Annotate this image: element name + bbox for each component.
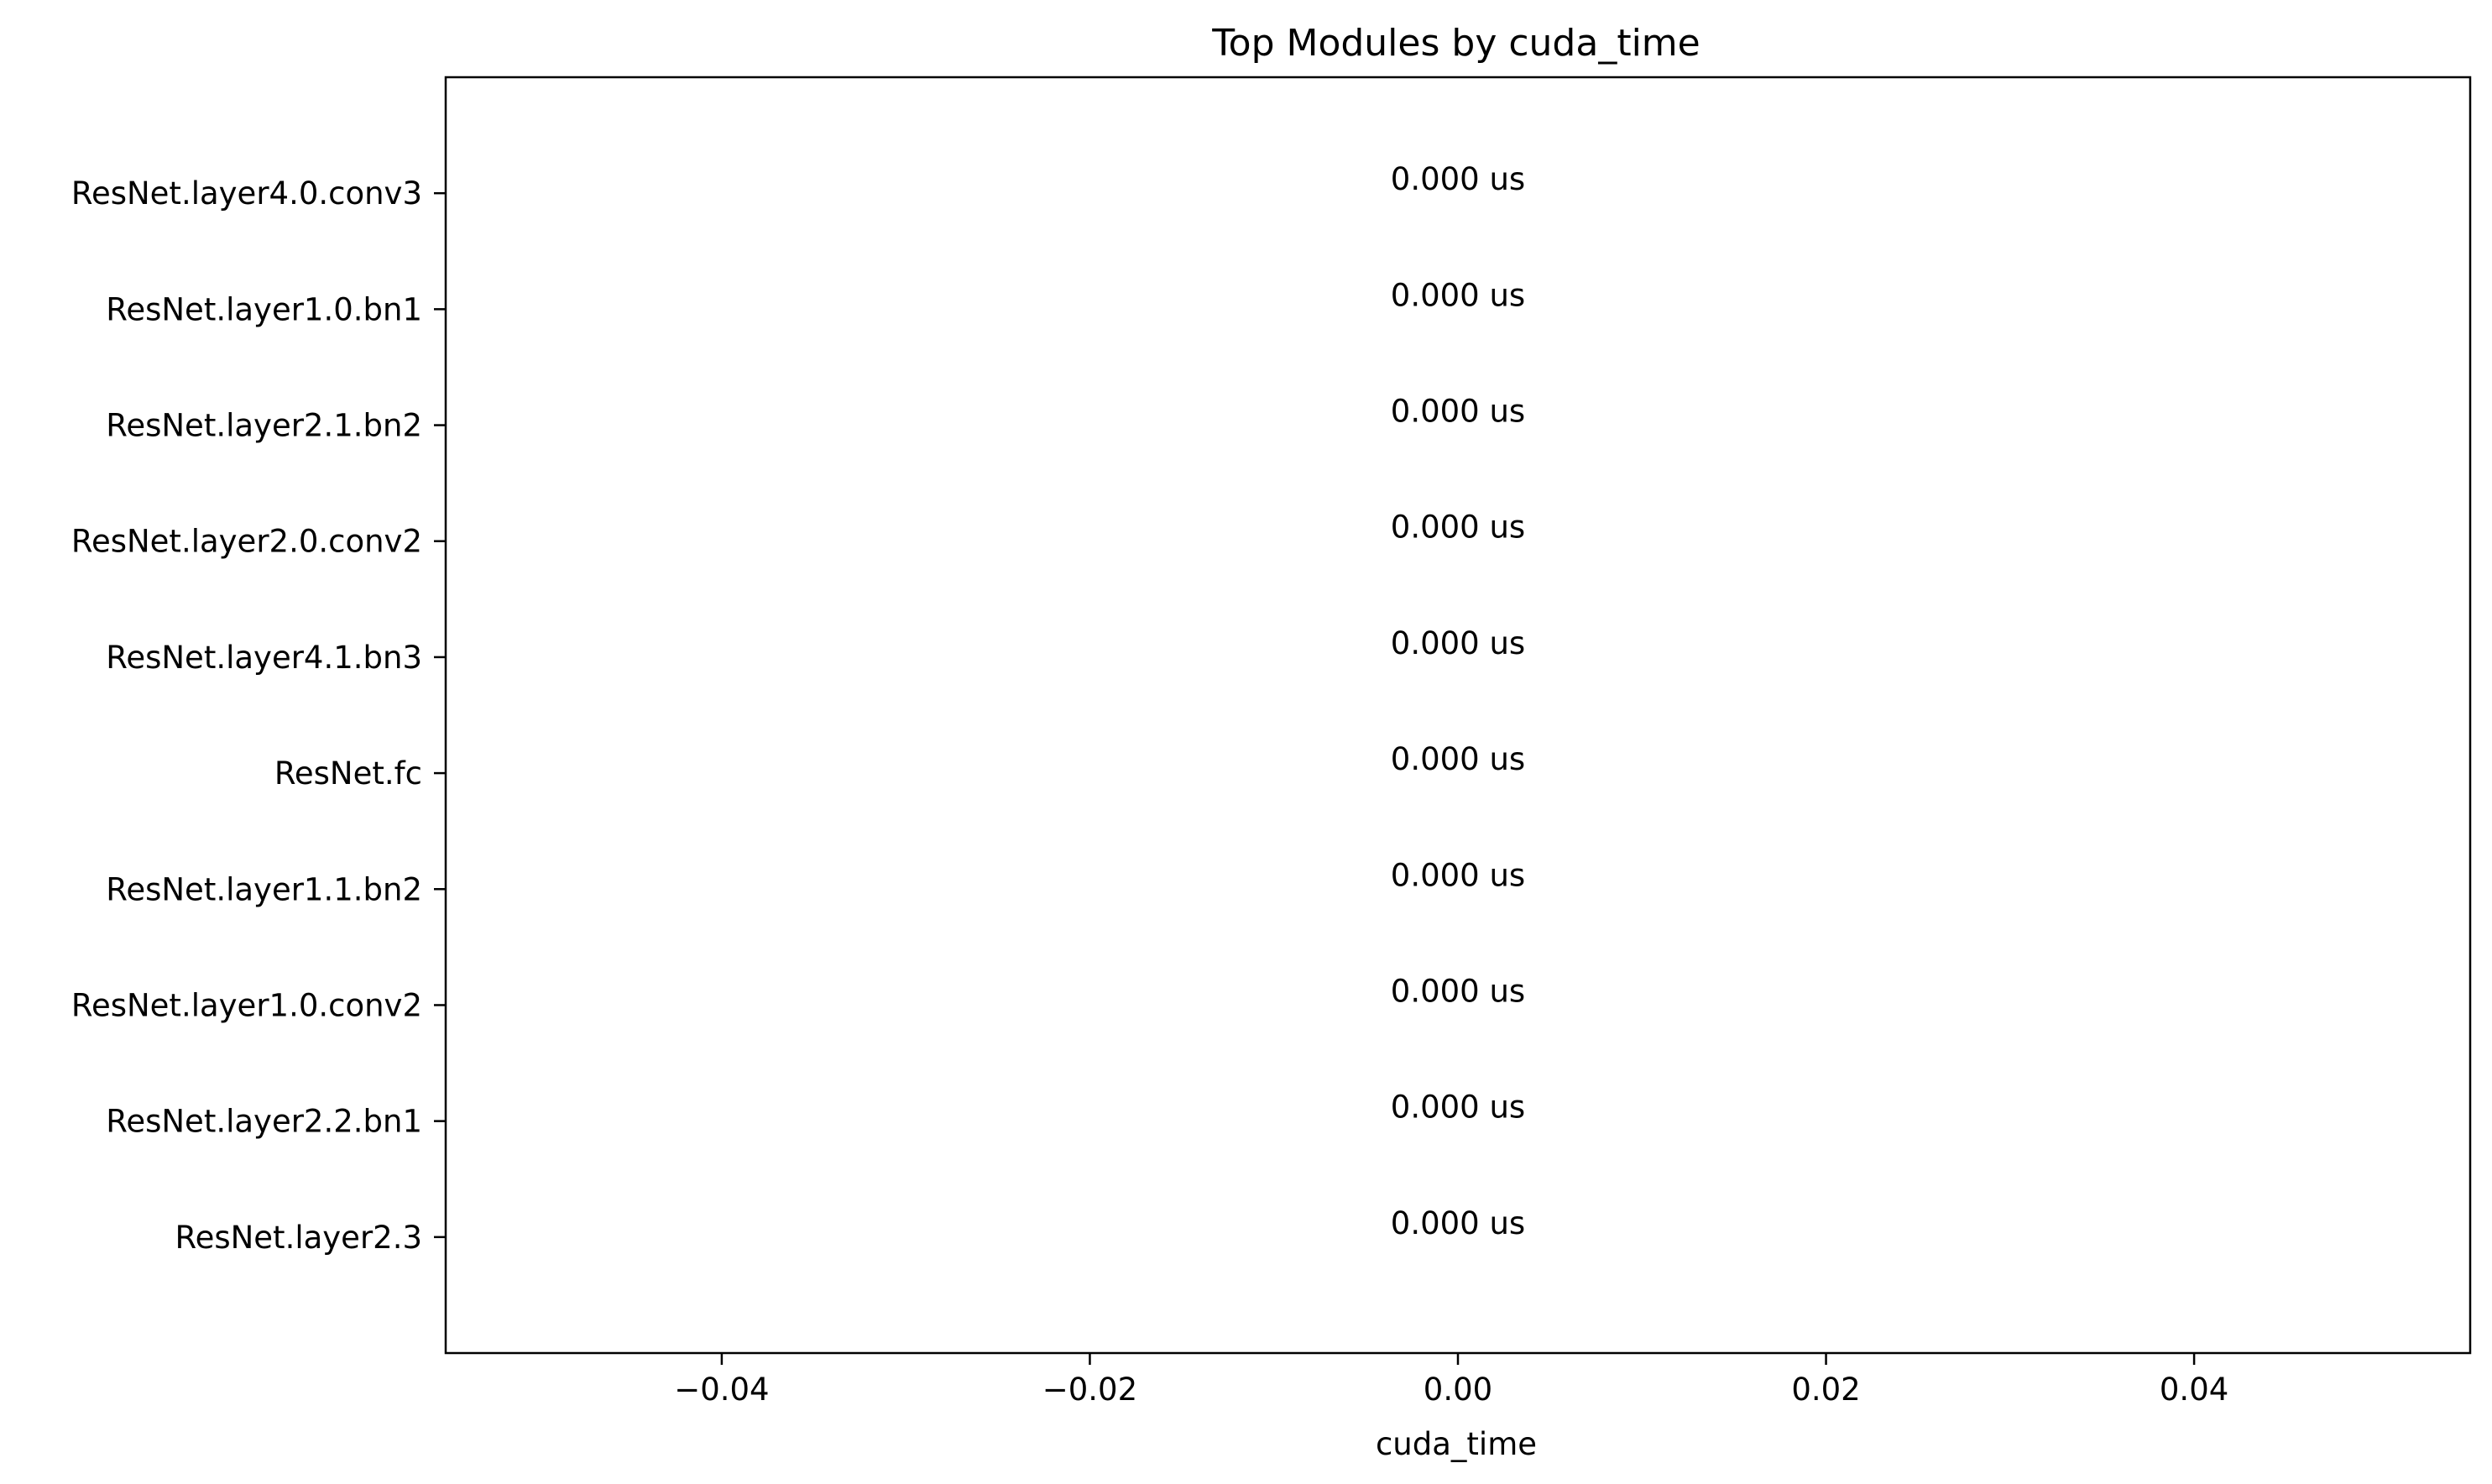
y-tick-label: ResNet.layer2.0.conv2 — [71, 524, 422, 560]
y-tick-label: ResNet.layer1.0.conv2 — [71, 987, 422, 1023]
value-label: 0.000 us — [1391, 1205, 1525, 1241]
value-label: 0.000 us — [1391, 509, 1525, 546]
x-tick-label: 0.04 — [2160, 1372, 2228, 1408]
y-axis: ResNet.layer4.0.conv3 ResNet.layer1.0.bn1… — [71, 175, 446, 1256]
value-label: 0.000 us — [1391, 625, 1525, 661]
x-axis-title: cuda_time — [1376, 1426, 1537, 1462]
y-tick-label: ResNet.layer1.0.bn1 — [106, 291, 422, 327]
plot-area: 0.000 us 0.000 us 0.000 us 0.000 us 0.000 us… — [1391, 161, 1525, 1241]
y-tick-label: ResNet.layer2.3 — [175, 1220, 422, 1256]
x-tick-label: 0.00 — [1424, 1372, 1492, 1408]
x-tick-label: −0.04 — [674, 1372, 769, 1408]
x-tick-label: −0.02 — [1042, 1372, 1137, 1408]
value-label: 0.000 us — [1391, 741, 1525, 777]
value-label: 0.000 us — [1391, 277, 1525, 313]
value-label: 0.000 us — [1391, 1089, 1525, 1126]
value-label: 0.000 us — [1391, 973, 1525, 1009]
value-label: 0.000 us — [1391, 161, 1525, 197]
value-label: 0.000 us — [1391, 394, 1525, 430]
y-tick-label: ResNet.layer4.1.bn3 — [106, 640, 422, 676]
y-tick-label: ResNet.layer2.2.bn1 — [106, 1104, 422, 1140]
x-tick-label: 0.02 — [1791, 1372, 1860, 1408]
y-tick-label: ResNet.layer2.1.bn2 — [106, 408, 422, 444]
y-tick-label: ResNet.layer4.0.conv3 — [71, 175, 422, 212]
chart-title: Top Modules by cuda_time — [1211, 22, 1700, 65]
y-tick-label: ResNet.layer1.1.bn2 — [106, 871, 422, 907]
y-tick-label: ResNet.fc — [274, 755, 422, 792]
value-label: 0.000 us — [1391, 857, 1525, 893]
x-axis: −0.04 −0.02 0.00 0.02 0.04 — [674, 1353, 2228, 1408]
